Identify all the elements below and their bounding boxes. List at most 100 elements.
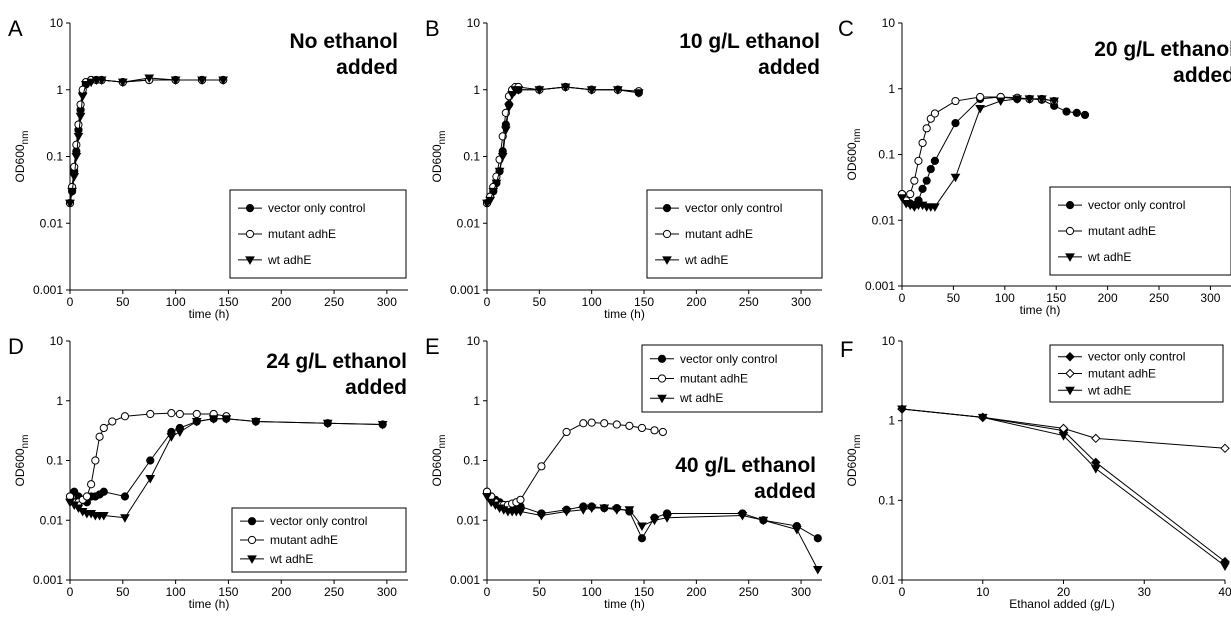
x-tick-label: 50 xyxy=(116,585,130,599)
data-point xyxy=(504,103,514,113)
data-point xyxy=(1091,433,1101,444)
legend-entry: wt adhE xyxy=(684,253,728,267)
x-tick-label: 250 xyxy=(1149,291,1169,305)
y-tick-label: 1 xyxy=(56,83,63,97)
data-point xyxy=(91,456,100,465)
data-point xyxy=(1024,95,1035,104)
series-line xyxy=(486,422,663,506)
data-point xyxy=(624,506,635,515)
data-point xyxy=(611,506,622,515)
legend-marker xyxy=(657,394,667,404)
x-tick-label: 100 xyxy=(582,295,602,309)
x-tick-label: 300 xyxy=(1200,291,1220,305)
x-tick-label: 100 xyxy=(166,585,186,599)
y-axis-label-sub: nm xyxy=(852,129,863,143)
legend-marker xyxy=(247,535,257,545)
data-point xyxy=(612,86,623,95)
data-point xyxy=(586,86,597,95)
data-point xyxy=(662,514,672,523)
legend-marker xyxy=(245,229,255,239)
data-point xyxy=(975,105,985,114)
data-point xyxy=(922,124,931,133)
y-axis-label-main: OD600 xyxy=(13,144,27,182)
data-point xyxy=(758,516,769,526)
x-tick-label: 150 xyxy=(218,585,238,599)
data-point xyxy=(108,417,117,426)
data-point xyxy=(166,433,177,442)
y-tick-label: 0.01 xyxy=(457,513,481,527)
data-point xyxy=(658,427,667,437)
y-tick-label: 0.1 xyxy=(46,150,63,164)
data-point xyxy=(649,516,660,526)
data-point xyxy=(70,162,79,171)
data-point xyxy=(120,412,130,421)
data-point xyxy=(175,409,184,419)
legend-marker xyxy=(245,256,255,265)
data-point xyxy=(1062,107,1071,116)
y-tick-label: 0.1 xyxy=(46,454,63,468)
x-tick-label: 0 xyxy=(484,295,491,309)
data-point xyxy=(82,492,92,501)
data-point xyxy=(587,418,596,427)
data-point xyxy=(65,199,75,209)
panel-title-line: added xyxy=(1173,64,1231,87)
y-tick-label: 0.01 xyxy=(457,216,481,230)
y-tick-label: 0.1 xyxy=(463,454,480,468)
data-point xyxy=(897,405,907,415)
y-tick-label: 1 xyxy=(473,83,480,97)
panel-letter: A xyxy=(8,16,23,41)
data-point xyxy=(174,428,185,437)
data-point xyxy=(170,76,181,86)
data-point xyxy=(926,164,935,174)
series-vector-only-control xyxy=(65,414,387,507)
panel-title-line: 24 g/L ethanol xyxy=(266,350,407,373)
data-point xyxy=(922,176,931,185)
y-tick-label: 0.001 xyxy=(450,283,480,297)
panel-letter: B xyxy=(425,16,440,41)
data-point xyxy=(191,417,202,427)
data-point xyxy=(906,189,915,199)
data-point xyxy=(76,100,85,109)
x-tick-label: 0 xyxy=(899,585,906,599)
data-point xyxy=(995,97,1006,107)
x-tick-label: 150 xyxy=(1046,291,1066,305)
legend-entry: vector only control xyxy=(1088,350,1185,364)
data-point xyxy=(71,153,82,162)
data-point xyxy=(536,512,547,521)
y-tick-label: 1 xyxy=(888,82,895,96)
y-tick-label: 0.01 xyxy=(872,573,896,587)
legend-entry: vector only control xyxy=(268,201,365,215)
data-point xyxy=(976,92,985,102)
data-point xyxy=(251,417,261,427)
y-tick-label: 10 xyxy=(50,334,64,348)
data-point xyxy=(99,487,108,496)
legend-entry: mutant adhE xyxy=(680,372,748,386)
data-point xyxy=(488,187,499,197)
data-point xyxy=(792,526,802,535)
data-point xyxy=(146,409,155,419)
legend-entry: wt adhE xyxy=(679,391,723,405)
y-tick-label: 0.001 xyxy=(33,573,63,587)
series-line xyxy=(486,496,819,570)
legend-marker xyxy=(657,374,667,383)
y-tick-label: 10 xyxy=(467,16,481,30)
x-tick-label: 0 xyxy=(67,295,74,309)
y-axis-label-sub: nm xyxy=(437,435,448,449)
panel-letter: F xyxy=(840,337,853,362)
x-tick-label: 250 xyxy=(739,295,759,309)
series-wt-adhe xyxy=(482,83,644,209)
series-wt-adhe xyxy=(65,74,229,209)
legend-entry: wt adhE xyxy=(267,253,311,267)
legend-entry: wt adhE xyxy=(269,552,313,566)
legend-entry: mutant adhE xyxy=(1088,367,1156,381)
data-point xyxy=(497,153,508,162)
data-point xyxy=(737,512,748,521)
data-point xyxy=(98,512,109,521)
x-tick-label: 150 xyxy=(218,295,238,309)
data-point xyxy=(1080,110,1090,120)
y-tick-label: 0.1 xyxy=(463,150,480,164)
y-tick-label: 10 xyxy=(882,16,896,30)
